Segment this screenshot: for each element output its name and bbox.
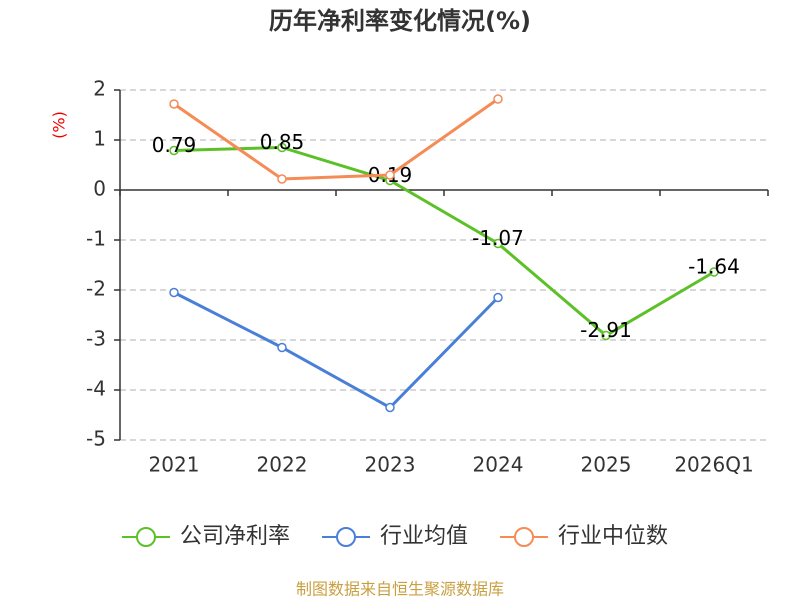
x-tick-label: 2024: [473, 453, 524, 477]
series-line: [173, 145, 715, 338]
point: [709, 267, 719, 277]
data-label: -1.07: [472, 226, 524, 250]
point: [493, 94, 503, 104]
x-tick-label: 2021: [149, 453, 200, 477]
data-label: -1.64: [688, 255, 740, 279]
y-tick-label: 2: [93, 77, 106, 101]
legend-marker[interactable]: [136, 527, 156, 547]
point: [385, 170, 395, 180]
y-tick-label: -5: [86, 427, 106, 451]
data-label: 0.85: [260, 130, 305, 154]
y-axis-label: (%): [50, 111, 69, 139]
point: [169, 99, 179, 109]
point: [493, 238, 503, 249]
y-tick-label: -2: [86, 277, 106, 301]
point: [385, 402, 395, 413]
point: [169, 287, 179, 298]
legend-marker[interactable]: [336, 527, 356, 547]
x-tick-label: 2025: [581, 453, 632, 477]
y-tick-label: -4: [86, 377, 106, 401]
legend-label[interactable]: 行业均值: [380, 524, 468, 549]
point: [277, 342, 287, 353]
x-tick-label: 2026Q1: [674, 453, 753, 477]
legend-marker[interactable]: [514, 527, 534, 547]
y-tick-label: -1: [86, 227, 106, 251]
x-tick-label: 2023: [365, 453, 416, 477]
y-tick-label: 0: [93, 177, 106, 201]
series-line: [173, 97, 499, 181]
point: [493, 292, 503, 303]
data-label: -2.91: [580, 318, 632, 342]
point: [277, 142, 287, 153]
legend-label[interactable]: 行业中位数: [558, 524, 668, 549]
data-label: 0.79: [152, 133, 197, 157]
legend-label[interactable]: 公司净利率: [180, 524, 290, 549]
source: 制图数据来自恒生聚源数据库: [296, 580, 504, 599]
point: [277, 174, 287, 184]
y-tick-label: -3: [86, 327, 106, 351]
x-tick-label: 2022: [257, 453, 308, 477]
series-line: [173, 291, 500, 410]
y-tick-label: 1: [93, 127, 106, 151]
point: [169, 145, 179, 156]
point: [601, 330, 611, 341]
chart-title: 历年净利率变化情况(%): [269, 7, 531, 35]
